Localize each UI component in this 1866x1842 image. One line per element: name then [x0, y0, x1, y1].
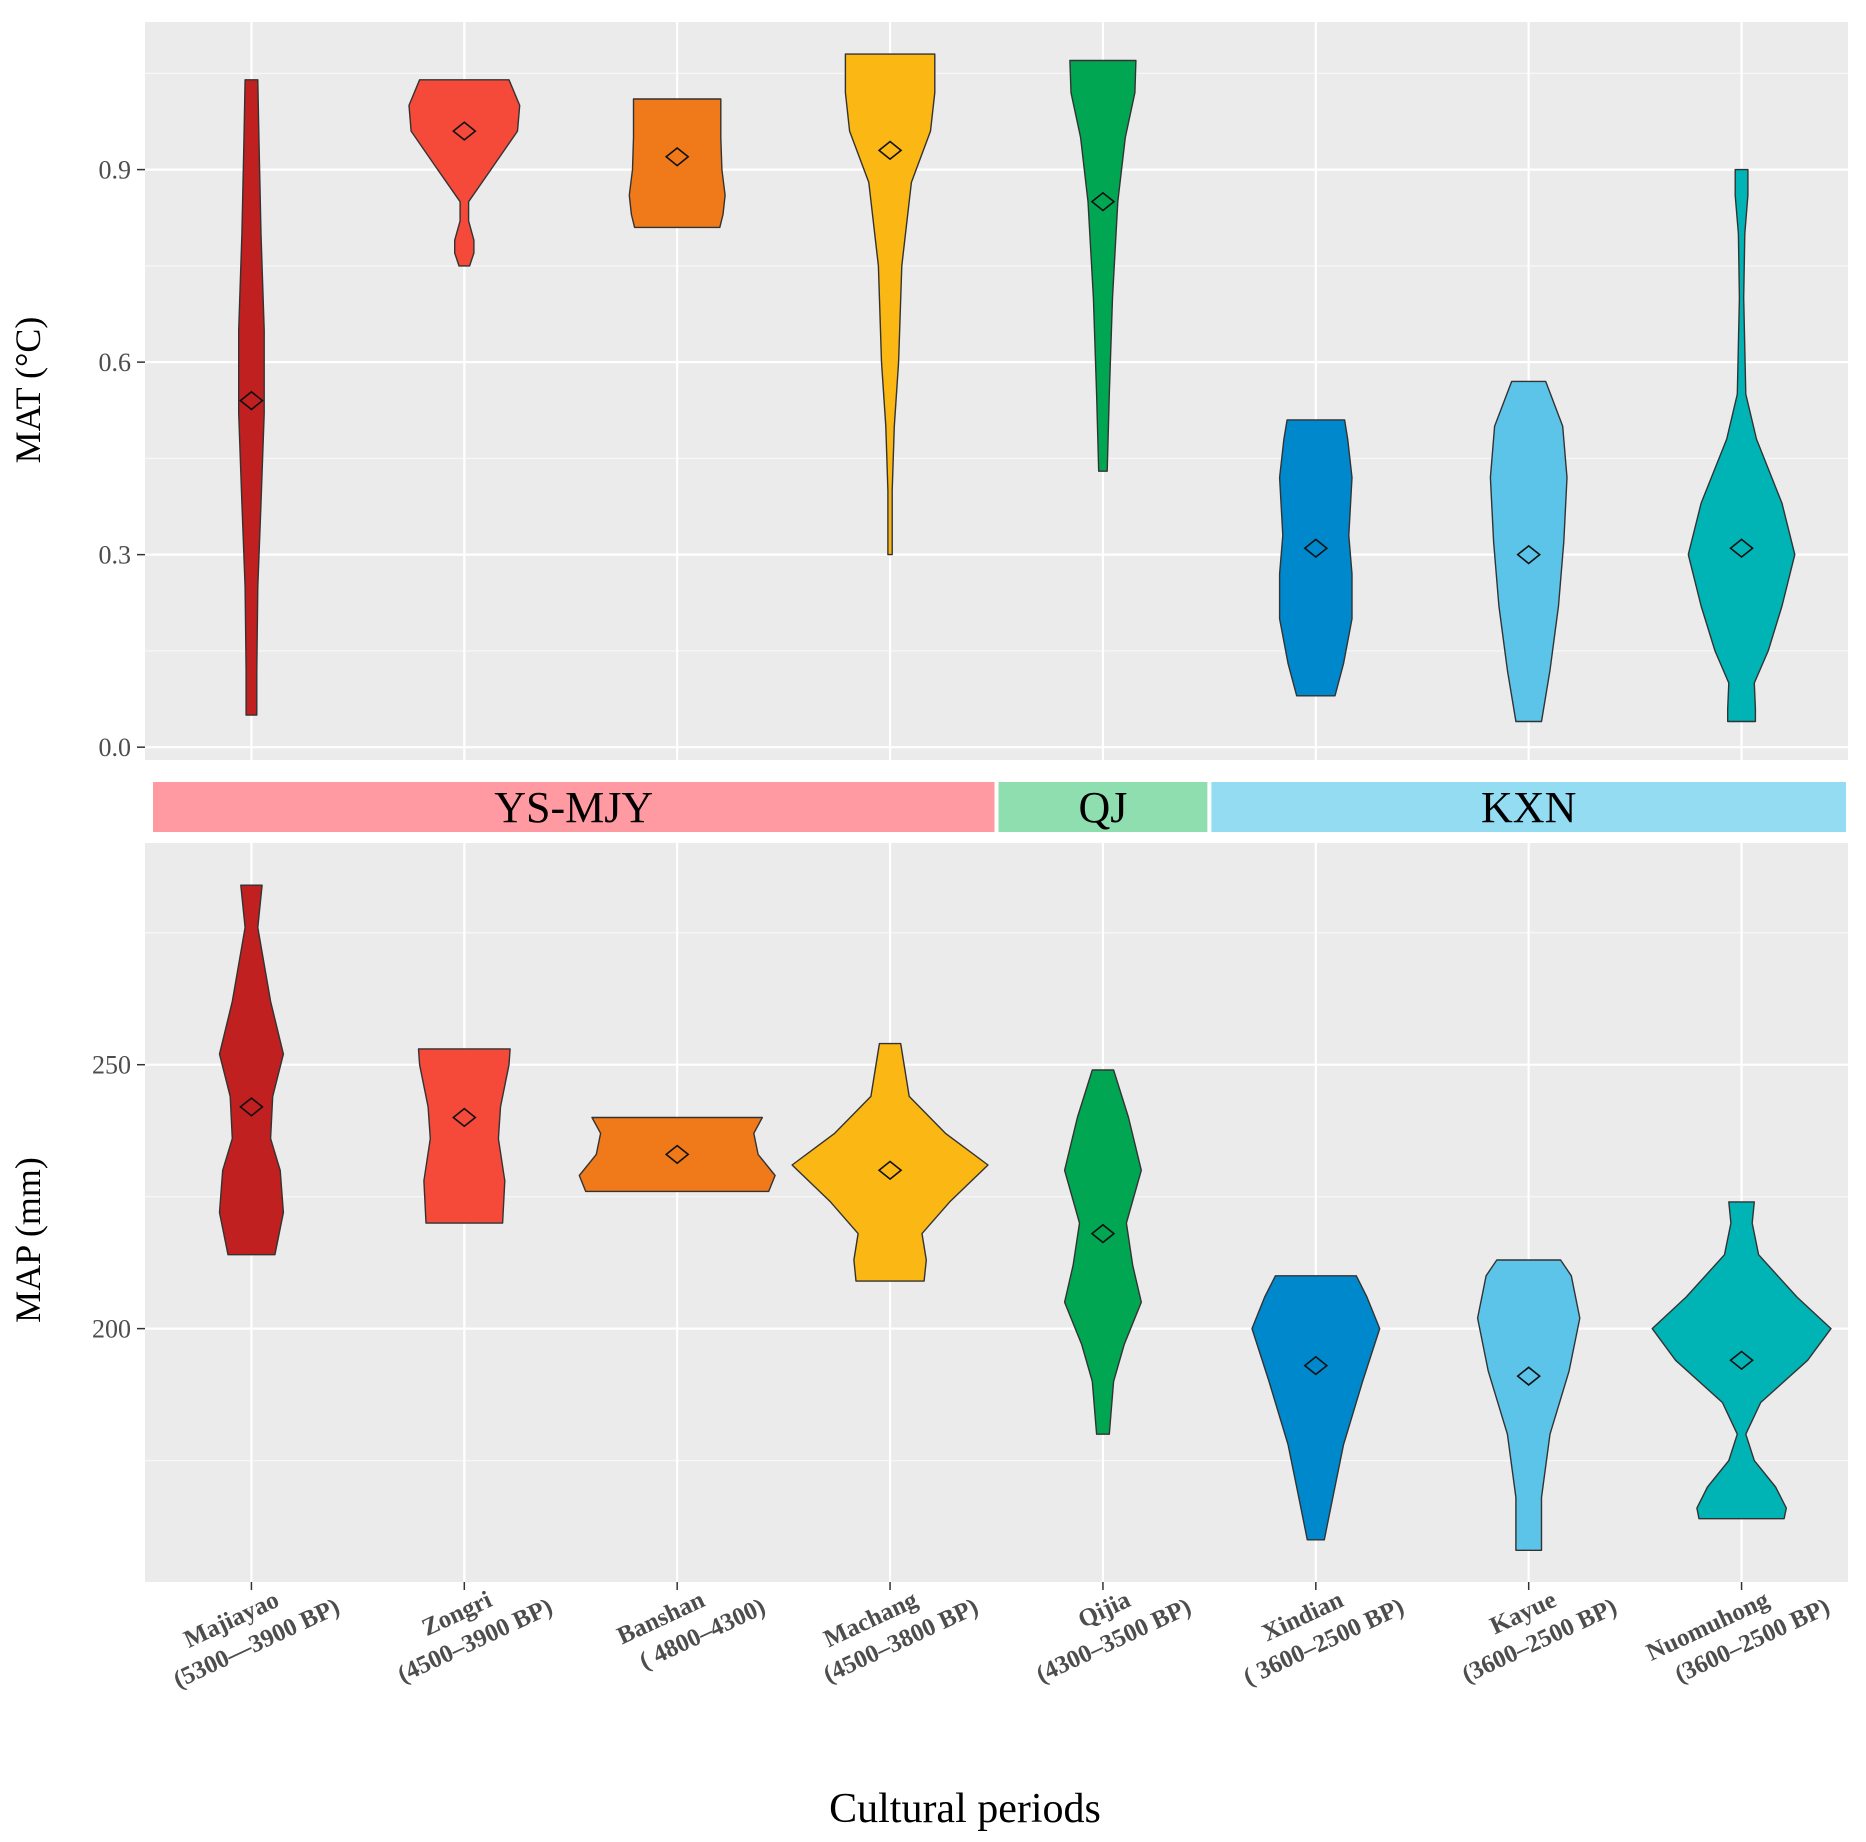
violin-map-banshan: [578, 1116, 776, 1193]
mean-marker-map-kayue: [1516, 1366, 1541, 1386]
violin-mat-kayue: [1489, 380, 1568, 723]
x-tick-label-nuomuhong: Nuomuhong(3600–2500 BP): [1642, 1564, 1834, 1695]
y-tick-label: 0.3: [99, 541, 132, 570]
violin-mat-majiayao: [238, 79, 265, 716]
mean-marker-mat-banshan: [664, 146, 690, 167]
violin-mat-banshan: [628, 98, 726, 229]
mean-marker-mat-nuomuhong: [1729, 538, 1754, 559]
x-tick-label-xindian: Xindian( 3600–2500 BP): [1226, 1564, 1408, 1691]
map-panel: 200 250: [92, 843, 1848, 1590]
mean-marker-mat-xindian: [1303, 538, 1329, 559]
violin-mat-nuomuhong: [1687, 168, 1796, 723]
y-tick-label: 0.0: [99, 733, 132, 762]
mean-marker-mat-qijia: [1090, 191, 1116, 212]
band-label-kxn: KXN: [1481, 783, 1576, 832]
mean-marker-map-nuomuhong: [1729, 1350, 1754, 1371]
band-qj: [998, 782, 1208, 832]
band-label-qj: QJ: [1078, 783, 1127, 832]
x-tick-labels: Majiayao(5300—3900 BP) Zongri(4500–3900 B…: [156, 1564, 1834, 1695]
y-tick-label: 0.6: [99, 348, 132, 377]
y-tick-label: 200: [92, 1315, 131, 1344]
violin-mat-zongri: [408, 79, 521, 267]
violin-mat-qijia: [1069, 59, 1137, 472]
mean-marker-mat-zongri: [452, 121, 477, 141]
band-label-ys-mjy: YS-MJY: [494, 783, 653, 832]
y-axis-title-mat: MAT (°C): [8, 317, 48, 464]
x-tick-label-zongri: Zongri(4500–3900 BP): [380, 1564, 557, 1688]
band-ys-mjy: [153, 782, 995, 832]
violin-map-xindian: [1251, 1275, 1381, 1541]
panel-background-map: [145, 843, 1848, 1582]
violin-map-majiayao: [218, 884, 285, 1256]
mean-marker-map-zongri: [452, 1107, 477, 1128]
mat-panel: 0.0 0.3 0.6 0.9: [99, 22, 1848, 762]
x-tick-label-qijia: Qijia(4300–3500 BP): [1019, 1564, 1196, 1688]
mean-marker-map-machang: [877, 1160, 903, 1181]
culture-group-band: YS-MJY QJ KXN: [153, 782, 1846, 832]
violin-map-kayue: [1476, 1259, 1581, 1551]
band-kxn: [1211, 782, 1846, 832]
x-axis-title: Cultural periods: [829, 1786, 1101, 1832]
y-tick-label: 250: [92, 1051, 131, 1080]
x-tick-label-kayue: Kayue(3600–2500 BP): [1444, 1564, 1621, 1688]
x-tick-label-majiayao: Majiayao(5300—3900 BP): [156, 1564, 344, 1693]
mean-marker-mat-majiayao: [239, 390, 264, 411]
mean-marker-map-xindian: [1303, 1355, 1329, 1376]
mean-marker-map-banshan: [664, 1144, 690, 1165]
violin-map-qijia: [1063, 1069, 1142, 1435]
violin-map-nuomuhong: [1651, 1201, 1832, 1520]
panel-background-mat: [145, 22, 1848, 760]
violin-map-zongri: [417, 1048, 511, 1224]
y-tick-label: 0.9: [99, 156, 132, 185]
mean-marker-map-qijia: [1090, 1223, 1116, 1244]
x-tick-label-machang: Machang(4500–3800 BP): [806, 1564, 983, 1688]
violin-mat-machang: [844, 53, 936, 556]
mean-marker-mat-machang: [877, 140, 903, 161]
y-axis-title-map: MAP (mm): [8, 1157, 48, 1323]
mean-marker-mat-kayue: [1516, 544, 1541, 565]
mean-marker-map-majiayao: [239, 1097, 264, 1117]
